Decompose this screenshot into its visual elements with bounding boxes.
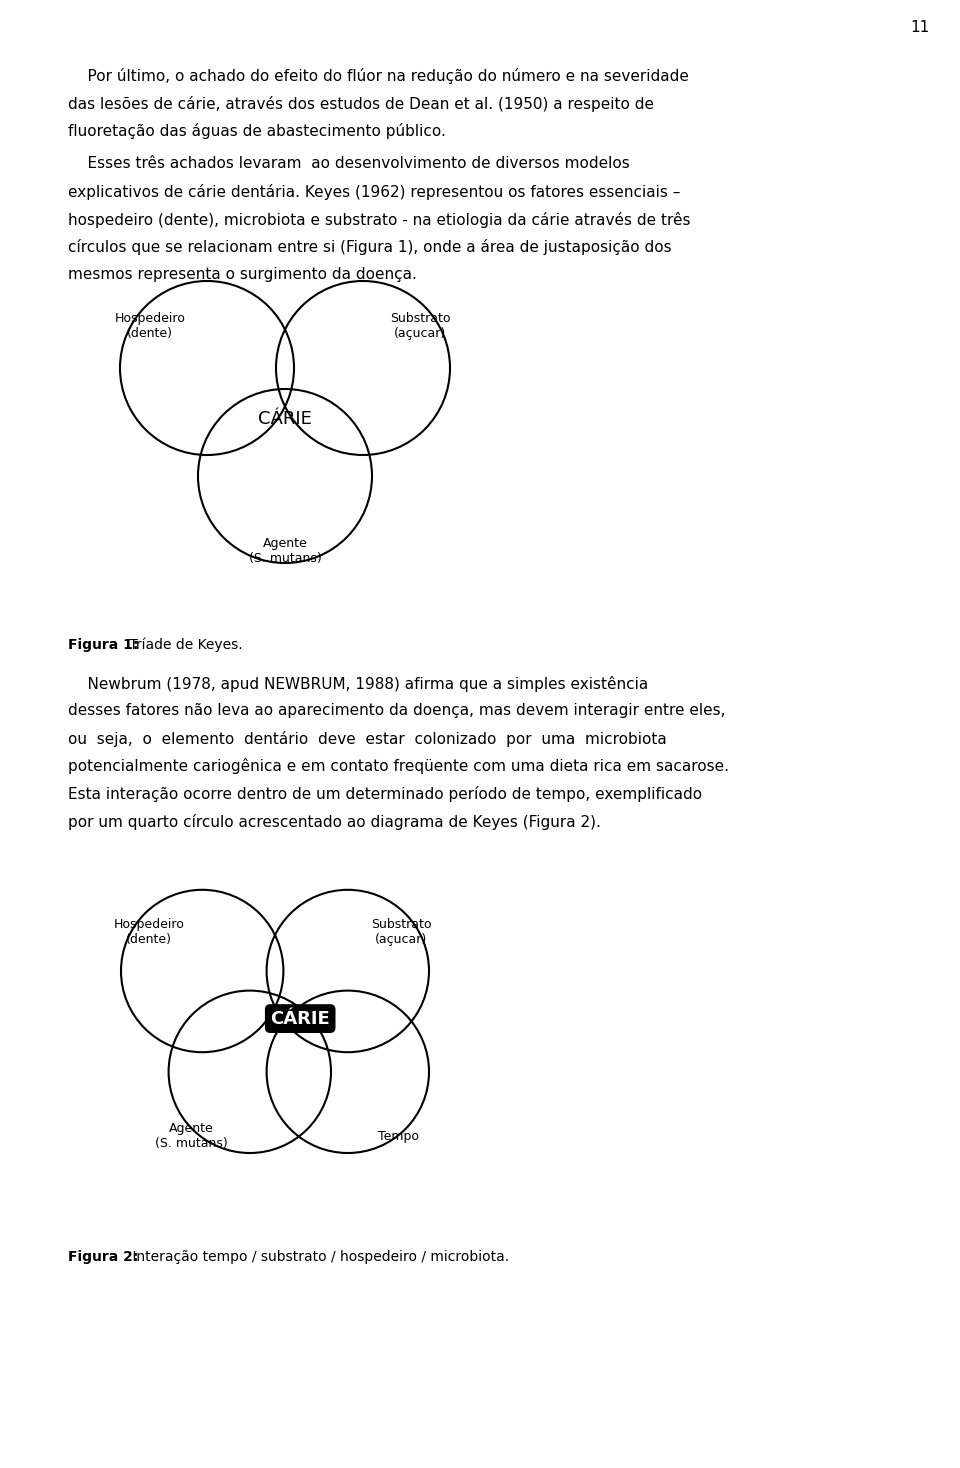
Text: Substrato
(açucar): Substrato (açucar) bbox=[371, 918, 431, 945]
Text: Agente
(S. mutans): Agente (S. mutans) bbox=[249, 537, 322, 565]
Text: Figura 2:: Figura 2: bbox=[68, 1249, 138, 1264]
Text: Newbrum (1978, apud NEWBRUM, 1988) afirma que a simples existência: Newbrum (1978, apud NEWBRUM, 1988) afirm… bbox=[68, 675, 648, 691]
Text: hospedeiro (dente), microbiota e substrato - na etiologia da cárie através de tr: hospedeiro (dente), microbiota e substra… bbox=[68, 211, 690, 228]
Text: desses fatores não leva ao aparecimento da doença, mas devem interagir entre ele: desses fatores não leva ao aparecimento … bbox=[68, 703, 726, 718]
Text: ou  seja,  o  elemento  dentário  deve  estar  colonizado  por  uma  microbiota: ou seja, o elemento dentário deve estar … bbox=[68, 731, 667, 747]
Text: CÁRIE: CÁRIE bbox=[258, 410, 312, 429]
Text: Hospedeiro
(dente): Hospedeiro (dente) bbox=[113, 918, 184, 945]
Text: das lesões de cárie, através dos estudos de Dean et al. (1950) a respeito de: das lesões de cárie, através dos estudos… bbox=[68, 95, 654, 112]
Text: círculos que se relacionam entre si (Figura 1), onde a área de justaposição dos: círculos que se relacionam entre si (Fig… bbox=[68, 239, 672, 255]
Text: CÁRIE: CÁRIE bbox=[271, 1010, 330, 1028]
Text: potencialmente cariogênica e em contato freqüente com uma dieta rica em sacarose: potencialmente cariogênica e em contato … bbox=[68, 759, 729, 775]
Text: mesmos representa o surgimento da doença.: mesmos representa o surgimento da doença… bbox=[68, 267, 417, 282]
Text: Substrato
(açucar): Substrato (açucar) bbox=[390, 313, 450, 341]
Text: Esses três achados levaram  ao desenvolvimento de diversos modelos: Esses três achados levaram ao desenvolvi… bbox=[68, 157, 630, 172]
Text: Figura 1:: Figura 1: bbox=[68, 639, 138, 652]
Text: Tempo: Tempo bbox=[377, 1130, 419, 1142]
Text: por um quarto círculo acrescentado ao diagrama de Keyes (Figura 2).: por um quarto círculo acrescentado ao di… bbox=[68, 813, 601, 829]
Text: Interação tempo / substrato / hospedeiro / microbiota.: Interação tempo / substrato / hospedeiro… bbox=[128, 1249, 509, 1264]
Text: Por último, o achado do efeito do flúor na redução do número e na severidade: Por último, o achado do efeito do flúor … bbox=[68, 68, 689, 84]
Text: Tríade de Keyes.: Tríade de Keyes. bbox=[125, 639, 243, 652]
Text: Esta interação ocorre dentro de um determinado período de tempo, exemplificado: Esta interação ocorre dentro de um deter… bbox=[68, 785, 702, 802]
Text: fluoretação das águas de abastecimento público.: fluoretação das águas de abastecimento p… bbox=[68, 123, 445, 139]
Text: explicativos de cárie dentária. Keyes (1962) representou os fatores essenciais –: explicativos de cárie dentária. Keyes (1… bbox=[68, 184, 681, 200]
Text: 11: 11 bbox=[910, 21, 929, 35]
Text: Hospedeiro
(dente): Hospedeiro (dente) bbox=[114, 313, 185, 341]
Text: Agente
(S. mutans): Agente (S. mutans) bbox=[155, 1122, 228, 1151]
